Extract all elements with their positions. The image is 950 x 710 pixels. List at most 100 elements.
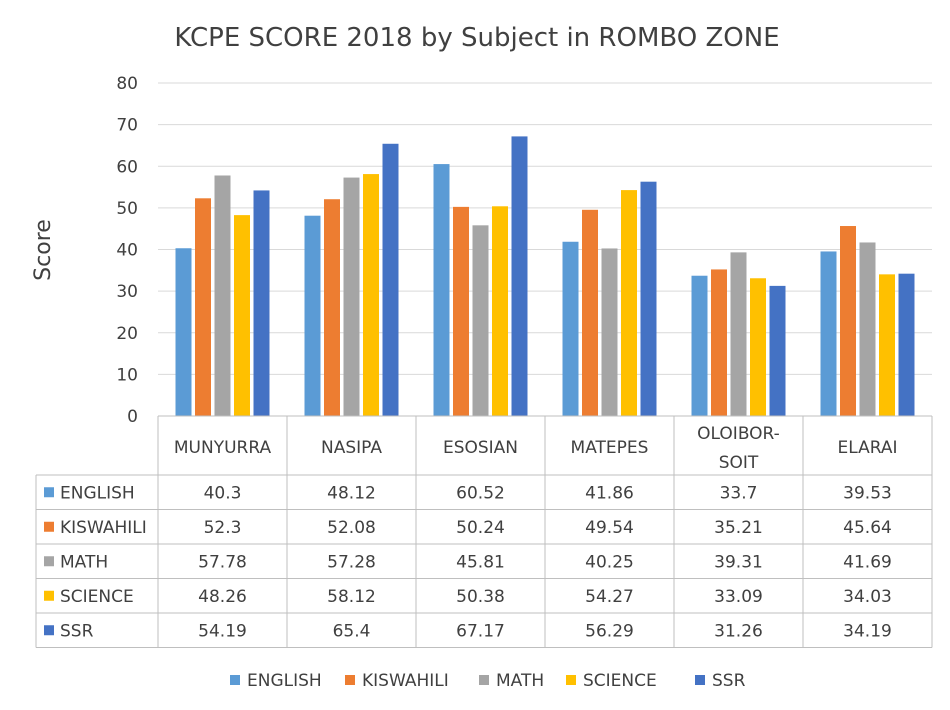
y-tick-label: 20 <box>116 324 138 344</box>
bar-ssr <box>253 190 270 416</box>
table-cell-value: 40.25 <box>585 552 634 572</box>
bar-kiswahili <box>582 209 598 416</box>
table-cell-value: 45.81 <box>456 552 505 572</box>
y-tick-label: 40 <box>116 241 138 261</box>
bar-ssr <box>511 136 528 416</box>
legend-key-english <box>230 675 240 685</box>
gridlines <box>158 82 932 417</box>
table-cell-value: 40.3 <box>204 483 242 503</box>
table-legend-key <box>44 590 54 601</box>
bar-math <box>343 177 360 416</box>
table-cell-value: 57.78 <box>198 552 247 572</box>
bar-english <box>304 215 321 416</box>
legend-key-science <box>566 675 576 685</box>
bar-kiswahili <box>453 206 469 416</box>
chart-title: KCPE SCORE 2018 by Subject in ROMBO ZONE <box>174 23 779 53</box>
bar-math <box>601 248 618 416</box>
category-label: OLOIBOR- <box>697 424 780 444</box>
table-legend-key <box>44 625 54 636</box>
bar-kiswahili <box>711 269 727 416</box>
bar-science <box>621 190 637 416</box>
bar-math <box>472 225 489 416</box>
table-row-label: SCIENCE <box>60 587 134 607</box>
bar-english <box>820 251 837 416</box>
bar-ssr <box>898 273 915 416</box>
table-cell-value: 41.86 <box>585 483 634 503</box>
table-legend-key <box>44 556 54 567</box>
bar-kiswahili <box>840 226 856 416</box>
legend-key-kiswahili <box>345 675 355 685</box>
y-tick-label: 0 <box>127 407 138 427</box>
bar-math <box>214 175 231 416</box>
y-tick-label: 30 <box>116 282 138 302</box>
bar-science <box>879 274 895 416</box>
table-cell-value: 52.3 <box>204 518 242 538</box>
legend: ENGLISH KISWAHILI MATH SCIENCE SSR <box>230 671 746 691</box>
bar-science <box>234 215 250 416</box>
bar-math <box>859 242 876 416</box>
legend-key-math <box>479 675 489 685</box>
table-cell-value: 49.54 <box>585 518 634 538</box>
bars <box>175 136 915 416</box>
table-cell-value: 31.26 <box>714 621 763 641</box>
table-cell-value: 39.31 <box>714 552 763 572</box>
legend-label: ENGLISH <box>247 671 322 691</box>
table-cell-value: 54.19 <box>198 621 247 641</box>
category-label: SOIT <box>719 453 759 473</box>
category-label: ELARAI <box>838 438 898 458</box>
y-tick-label: 50 <box>116 199 138 219</box>
table-cell-value: 54.27 <box>585 587 634 607</box>
table-cell-value: 34.03 <box>843 587 892 607</box>
category-label: MATEPES <box>571 438 649 458</box>
table-cell-value: 48.26 <box>198 587 247 607</box>
legend-label: SSR <box>712 671 746 691</box>
bar-ssr <box>382 143 399 416</box>
table-cell-value: 34.19 <box>843 621 892 641</box>
legend-label: KISWAHILI <box>362 671 449 691</box>
bar-ssr <box>769 285 786 416</box>
category-label: NASIPA <box>321 438 382 458</box>
table-cell-value: 39.53 <box>843 483 892 503</box>
legend-label: SCIENCE <box>583 671 657 691</box>
table-cell-value: 52.08 <box>327 518 376 538</box>
bar-kiswahili <box>324 199 340 416</box>
table-cell-value: 58.12 <box>327 587 376 607</box>
data-table: MUNYURRA NASIPA ESOSIAN MATEPES OLOIBOR- SOIT… <box>35 415 933 648</box>
table-legend-key <box>44 487 54 498</box>
bar-science <box>492 206 508 416</box>
table-cell-value: 67.17 <box>456 621 505 641</box>
legend-label: MATH <box>496 671 544 691</box>
bar-kiswahili <box>195 198 211 416</box>
table-cell-value: 56.29 <box>585 621 634 641</box>
table-cell-value: 50.24 <box>456 518 505 538</box>
y-tick-label: 80 <box>116 74 138 94</box>
table-row-label: SSR <box>60 621 94 641</box>
table-cell-value: 33.09 <box>714 587 763 607</box>
table-cell-value: 41.69 <box>843 552 892 572</box>
table-row-label: KISWAHILI <box>60 518 147 538</box>
table-row-label: ENGLISH <box>60 483 135 503</box>
bar-math <box>730 252 747 416</box>
bar-science <box>363 174 379 416</box>
table-cell-value: 50.38 <box>456 587 505 607</box>
y-axis-ticks: 0 10 20 30 40 50 60 70 80 <box>116 74 138 427</box>
y-tick-label: 10 <box>116 365 138 385</box>
table-cell-value: 33.7 <box>720 483 758 503</box>
table-cell-value: 65.4 <box>333 621 371 641</box>
table-cell-value: 45.64 <box>843 518 892 538</box>
table-legend-key <box>44 521 54 532</box>
bar-science <box>750 278 766 416</box>
y-tick-label: 70 <box>116 116 138 136</box>
table-cell-value: 35.21 <box>714 518 763 538</box>
category-label: MUNYURRA <box>174 438 272 458</box>
bar-english <box>175 248 192 416</box>
table-row-label: MATH <box>60 552 108 572</box>
table-cell-value: 48.12 <box>327 483 376 503</box>
table-cell-value: 57.28 <box>327 552 376 572</box>
legend-key-ssr <box>695 675 705 685</box>
bar-english <box>691 275 708 416</box>
y-tick-label: 60 <box>116 157 138 177</box>
y-axis-label: Score <box>31 219 56 281</box>
category-label: ESOSIAN <box>443 438 518 458</box>
